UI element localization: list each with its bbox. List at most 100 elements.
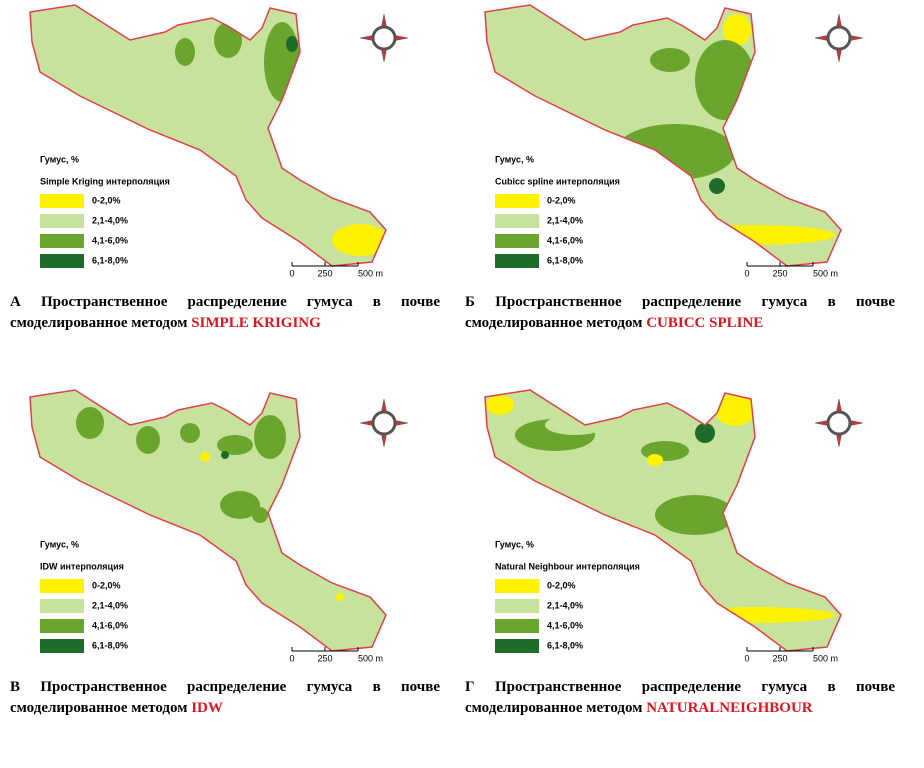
legend-label: 4,1-6,0% — [92, 235, 128, 245]
legend-label: 4,1-6,0% — [92, 620, 128, 630]
zone — [76, 407, 104, 439]
compass-ring — [371, 25, 397, 51]
caption-method: IDW — [191, 700, 223, 716]
legend-label: 4,1-6,0% — [547, 620, 583, 630]
legend-method: Natural Neighbour интерполяция — [495, 561, 640, 571]
zone — [254, 415, 286, 459]
zone — [486, 395, 514, 415]
zone — [635, 198, 675, 222]
compass — [814, 13, 864, 63]
legend-title: Гумус, % — [495, 154, 534, 164]
legend-label: 4,1-6,0% — [547, 235, 583, 245]
zone — [723, 14, 751, 46]
scale-label: 250 — [317, 268, 332, 278]
legend-swatch — [495, 619, 539, 633]
zone — [217, 435, 253, 455]
caption-method: SIMPLE KRIGING — [191, 315, 321, 331]
legend-label: 2,1-4,0% — [92, 600, 128, 610]
caption: В Пространственное распределение гумуса … — [10, 677, 440, 719]
zone — [715, 394, 755, 426]
legend-method: Cubicc spline интерполяция — [495, 176, 620, 186]
caption: Б Пространственное распределение гумуса … — [465, 292, 895, 334]
legend-swatch — [40, 579, 84, 593]
zone — [695, 423, 715, 443]
scale-label: 500 m — [813, 268, 838, 278]
map-panel: Гумус, % Natural Neighbour интерполяция 0-… — [455, 385, 910, 765]
legend-swatch — [40, 254, 84, 268]
legend-swatch — [495, 234, 539, 248]
scale-label: 250 — [772, 268, 787, 278]
legend-label: 2,1-4,0% — [547, 600, 583, 610]
legend-swatch — [495, 214, 539, 228]
zone — [332, 224, 386, 256]
map-panel: Гумус, % IDW интерполяция 0-2,0% 2,1-4,0% 4,… — [0, 385, 455, 765]
scale-label: 500 m — [813, 653, 838, 663]
legend-title: Гумус, % — [40, 154, 79, 164]
scale-label: 250 — [317, 653, 332, 663]
legend-label: 6,1-8,0% — [547, 640, 583, 650]
caption-text: Б Пространственное распределение гумуса … — [465, 294, 895, 331]
zone — [286, 36, 298, 52]
legend-swatch — [40, 214, 84, 228]
scale-label: 500 m — [358, 653, 383, 663]
boundary — [484, 4, 842, 267]
scale-label: 0 — [289, 653, 294, 663]
compass-ring — [371, 410, 397, 436]
zone — [675, 607, 835, 623]
legend-title: Гумус, % — [495, 539, 534, 549]
zone — [136, 426, 160, 454]
caption: Г Пространственное распределение гумуса … — [465, 677, 895, 719]
map: Гумус, % IDW интерполяция 0-2,0% 2,1-4,0% 4,… — [29, 389, 409, 663]
scale-label: 0 — [744, 268, 749, 278]
zone — [214, 22, 242, 58]
legend-label: 2,1-4,0% — [547, 215, 583, 225]
compass-ring — [826, 25, 852, 51]
legend-swatch — [40, 619, 84, 633]
territory — [30, 5, 386, 266]
zone — [180, 423, 200, 443]
legend-swatch — [40, 234, 84, 248]
caption-text: В Пространственное распределение гумуса … — [10, 679, 440, 716]
legend-label: 2,1-4,0% — [92, 215, 128, 225]
compass-ring — [826, 410, 852, 436]
legend-swatch — [495, 639, 539, 653]
legend-swatch — [40, 599, 84, 613]
scale-label: 0 — [744, 653, 749, 663]
zone — [336, 593, 344, 601]
zone — [175, 38, 195, 66]
caption-text: Г Пространственное распределение гумуса … — [465, 679, 895, 716]
legend-swatch — [495, 194, 539, 208]
zone — [650, 48, 690, 72]
zone — [264, 22, 300, 102]
scale-label: 500 m — [358, 268, 383, 278]
zone — [655, 495, 735, 535]
scale-label: 250 — [772, 653, 787, 663]
compass — [814, 398, 864, 448]
map: Гумус, % Simple Kriging интерполяция 0-2,0… — [29, 4, 409, 278]
zone — [615, 124, 735, 180]
legend-label: 0-2,0% — [547, 195, 576, 205]
legend-label: 6,1-8,0% — [92, 640, 128, 650]
map: Гумус, % Cubicc spline интерполяция 0-2,0%… — [484, 4, 864, 278]
legend-swatch — [40, 639, 84, 653]
compass — [359, 13, 409, 63]
caption-method: NATURALNEIGHBOUR — [646, 700, 813, 716]
zone — [252, 507, 268, 523]
boundary — [29, 389, 387, 652]
map-panel: Гумус, % Cubicc spline интерполяция 0-2,0%… — [455, 0, 910, 380]
scale-label: 0 — [289, 268, 294, 278]
zone — [200, 452, 210, 462]
compass — [359, 398, 409, 448]
map-panel: Гумус, % Simple Kriging интерполяция 0-2,0… — [0, 0, 455, 380]
zone — [647, 454, 663, 466]
zone — [709, 178, 725, 194]
legend-title: Гумус, % — [40, 539, 79, 549]
zone — [695, 40, 755, 120]
zone — [221, 451, 229, 459]
caption: А Пространственное распределение гумуса … — [10, 292, 440, 334]
map: Гумус, % Natural Neighbour интерполяция 0-… — [484, 389, 864, 663]
boundary — [484, 389, 842, 652]
boundary — [29, 4, 387, 267]
legend-label: 6,1-8,0% — [547, 255, 583, 265]
